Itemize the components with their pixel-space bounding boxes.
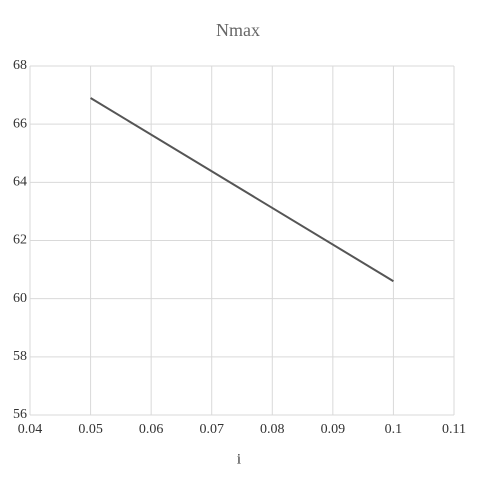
y-tick-label: 58 bbox=[13, 349, 27, 364]
x-tick-label: 0.05 bbox=[78, 422, 103, 437]
x-tick-label: 0.04 bbox=[18, 422, 43, 437]
x-tick-label: 0.11 bbox=[442, 422, 466, 437]
y-tick-label: 68 bbox=[13, 58, 27, 73]
y-tick-label: 56 bbox=[13, 407, 27, 422]
x-tick-label: 0.08 bbox=[260, 422, 285, 437]
y-tick-label: 62 bbox=[13, 233, 27, 248]
y-tick-label: 60 bbox=[13, 291, 27, 306]
x-tick-label: 0.1 bbox=[385, 422, 403, 437]
y-tick-label: 66 bbox=[13, 116, 27, 131]
x-tick-label: 0.09 bbox=[321, 422, 346, 437]
x-axis-label: i bbox=[237, 451, 241, 467]
y-tick-label: 64 bbox=[13, 175, 27, 190]
x-tick-label: 0.06 bbox=[139, 422, 164, 437]
data-line bbox=[90, 97, 394, 283]
x-tick-label: 0.07 bbox=[199, 422, 224, 437]
chart-title: Nmax bbox=[216, 20, 260, 40]
